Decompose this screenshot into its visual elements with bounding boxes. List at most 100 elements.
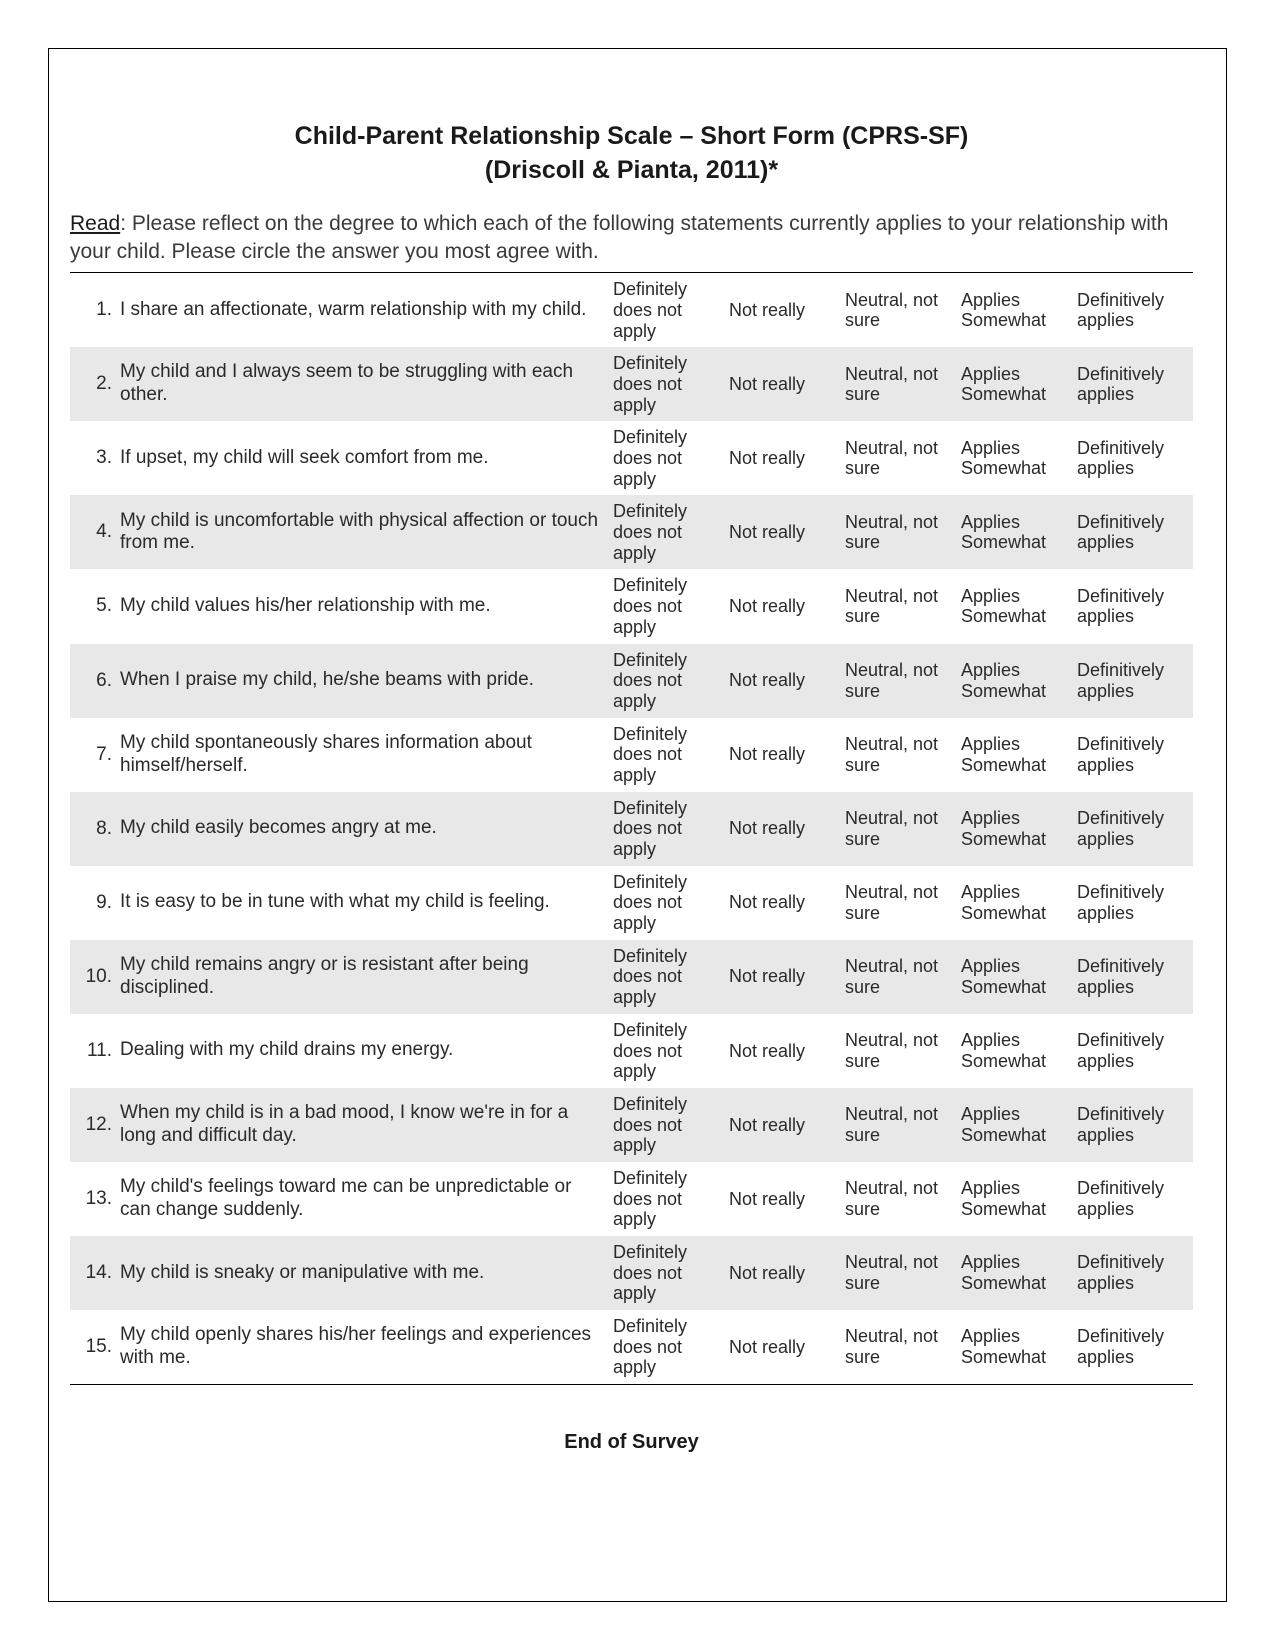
response-option[interactable]: Neutral, not sure: [841, 1252, 957, 1293]
survey-row: 15.My child openly shares his/her feelin…: [70, 1310, 1193, 1384]
response-option[interactable]: Applies Somewhat: [957, 1326, 1073, 1367]
item-statement: My child openly shares his/her feelings …: [120, 1324, 609, 1370]
response-option[interactable]: Not really: [725, 448, 841, 469]
response-option[interactable]: Definitely does not apply: [609, 353, 725, 415]
response-option[interactable]: Applies Somewhat: [957, 1030, 1073, 1071]
response-option[interactable]: Neutral, not sure: [841, 512, 957, 553]
response-option[interactable]: Not really: [725, 596, 841, 617]
response-option[interactable]: Neutral, not sure: [841, 438, 957, 479]
response-option[interactable]: Not really: [725, 522, 841, 543]
response-option[interactable]: Applies Somewhat: [957, 438, 1073, 479]
response-option[interactable]: Not really: [725, 1263, 841, 1284]
response-option[interactable]: Not really: [725, 1115, 841, 1136]
response-option[interactable]: Definitely does not apply: [609, 946, 725, 1008]
response-option[interactable]: Neutral, not sure: [841, 882, 957, 923]
response-option[interactable]: Definitely does not apply: [609, 1020, 725, 1082]
response-option[interactable]: Applies Somewhat: [957, 290, 1073, 331]
response-option[interactable]: Neutral, not sure: [841, 364, 957, 405]
item-statement: My child spontaneously shares informatio…: [120, 732, 609, 778]
response-option[interactable]: Not really: [725, 374, 841, 395]
survey-row: 7.My child spontaneously shares informat…: [70, 718, 1193, 792]
response-option[interactable]: Not really: [725, 670, 841, 691]
response-option[interactable]: Definitely does not apply: [609, 1168, 725, 1230]
response-option[interactable]: Applies Somewhat: [957, 1252, 1073, 1293]
item-statement: When I praise my child, he/she beams wit…: [120, 669, 609, 692]
response-option[interactable]: Not really: [725, 1189, 841, 1210]
page: Child-Parent Relationship Scale – Short …: [0, 0, 1275, 1650]
response-option[interactable]: Definitely does not apply: [609, 798, 725, 860]
survey-row: 6.When I praise my child, he/she beams w…: [70, 644, 1193, 718]
item-statement: My child is sneaky or manipulative with …: [120, 1262, 609, 1285]
item-number: 8.: [80, 818, 120, 840]
response-option[interactable]: Applies Somewhat: [957, 586, 1073, 627]
response-option[interactable]: Definitively applies: [1073, 290, 1189, 331]
survey-row: 5.My child values his/her relationship w…: [70, 569, 1193, 643]
item-number: 1.: [80, 299, 120, 321]
response-option[interactable]: Applies Somewhat: [957, 660, 1073, 701]
item-statement: My child and I always seem to be struggl…: [120, 361, 609, 407]
survey-row: 8.My child easily becomes angry at me.De…: [70, 792, 1193, 866]
response-option[interactable]: Definitely does not apply: [609, 1316, 725, 1378]
response-option[interactable]: Not really: [725, 966, 841, 987]
response-option[interactable]: Definitely does not apply: [609, 1094, 725, 1156]
item-statement: I share an affectionate, warm relationsh…: [120, 299, 609, 322]
response-option[interactable]: Neutral, not sure: [841, 660, 957, 701]
response-option[interactable]: Definitely does not apply: [609, 872, 725, 934]
response-option[interactable]: Not really: [725, 892, 841, 913]
response-option[interactable]: Applies Somewhat: [957, 1104, 1073, 1145]
response-option[interactable]: Definitively applies: [1073, 808, 1189, 849]
response-option[interactable]: Neutral, not sure: [841, 1030, 957, 1071]
response-option[interactable]: Definitely does not apply: [609, 1242, 725, 1304]
response-option[interactable]: Definitively applies: [1073, 1030, 1189, 1071]
response-option[interactable]: Definitively applies: [1073, 956, 1189, 997]
response-option[interactable]: Definitively applies: [1073, 660, 1189, 701]
item-number: 12.: [80, 1114, 120, 1136]
response-option[interactable]: Applies Somewhat: [957, 808, 1073, 849]
response-option[interactable]: Not really: [725, 1041, 841, 1062]
response-option[interactable]: Definitively applies: [1073, 438, 1189, 479]
response-option[interactable]: Neutral, not sure: [841, 956, 957, 997]
response-option[interactable]: Definitely does not apply: [609, 575, 725, 637]
response-option[interactable]: Definitively applies: [1073, 734, 1189, 775]
response-option[interactable]: Applies Somewhat: [957, 956, 1073, 997]
response-option[interactable]: Definitely does not apply: [609, 724, 725, 786]
response-option[interactable]: Not really: [725, 744, 841, 765]
response-option[interactable]: Neutral, not sure: [841, 808, 957, 849]
response-option[interactable]: Applies Somewhat: [957, 512, 1073, 553]
response-option[interactable]: Definitely does not apply: [609, 501, 725, 563]
response-option[interactable]: Definitively applies: [1073, 882, 1189, 923]
response-option[interactable]: Definitely does not apply: [609, 427, 725, 489]
response-option[interactable]: Neutral, not sure: [841, 1178, 957, 1219]
response-option[interactable]: Neutral, not sure: [841, 734, 957, 775]
response-option[interactable]: Neutral, not sure: [841, 290, 957, 331]
survey-row: 10.My child remains angry or is resistan…: [70, 940, 1193, 1014]
response-option[interactable]: Definitively applies: [1073, 586, 1189, 627]
content-area: Child-Parent Relationship Scale – Short …: [48, 120, 1227, 1454]
response-option[interactable]: Neutral, not sure: [841, 586, 957, 627]
response-option[interactable]: Not really: [725, 818, 841, 839]
item-number: 5.: [80, 595, 120, 617]
response-option[interactable]: Neutral, not sure: [841, 1326, 957, 1367]
response-option[interactable]: Definitively applies: [1073, 1252, 1189, 1293]
response-option[interactable]: Applies Somewhat: [957, 882, 1073, 923]
response-option[interactable]: Definitely does not apply: [609, 279, 725, 341]
response-option[interactable]: Definitively applies: [1073, 364, 1189, 405]
response-option[interactable]: Applies Somewhat: [957, 1178, 1073, 1219]
item-statement: When my child is in a bad mood, I know w…: [120, 1102, 609, 1148]
survey-row: 3.If upset, my child will seek comfort f…: [70, 421, 1193, 495]
response-option[interactable]: Neutral, not sure: [841, 1104, 957, 1145]
response-option[interactable]: Not really: [725, 300, 841, 321]
item-number: 13.: [80, 1188, 120, 1210]
survey-table: 1.I share an affectionate, warm relation…: [70, 272, 1193, 1385]
title-line-1: Child-Parent Relationship Scale – Short …: [60, 120, 1203, 154]
response-option[interactable]: Definitively applies: [1073, 1178, 1189, 1219]
response-option[interactable]: Definitively applies: [1073, 1326, 1189, 1367]
response-option[interactable]: Not really: [725, 1337, 841, 1358]
response-option[interactable]: Applies Somewhat: [957, 364, 1073, 405]
response-option[interactable]: Definitively applies: [1073, 512, 1189, 553]
response-option[interactable]: Definitely does not apply: [609, 650, 725, 712]
title-block: Child-Parent Relationship Scale – Short …: [60, 120, 1203, 188]
response-option[interactable]: Applies Somewhat: [957, 734, 1073, 775]
response-option[interactable]: Definitively applies: [1073, 1104, 1189, 1145]
survey-row: 4.My child is uncomfortable with physica…: [70, 495, 1193, 569]
